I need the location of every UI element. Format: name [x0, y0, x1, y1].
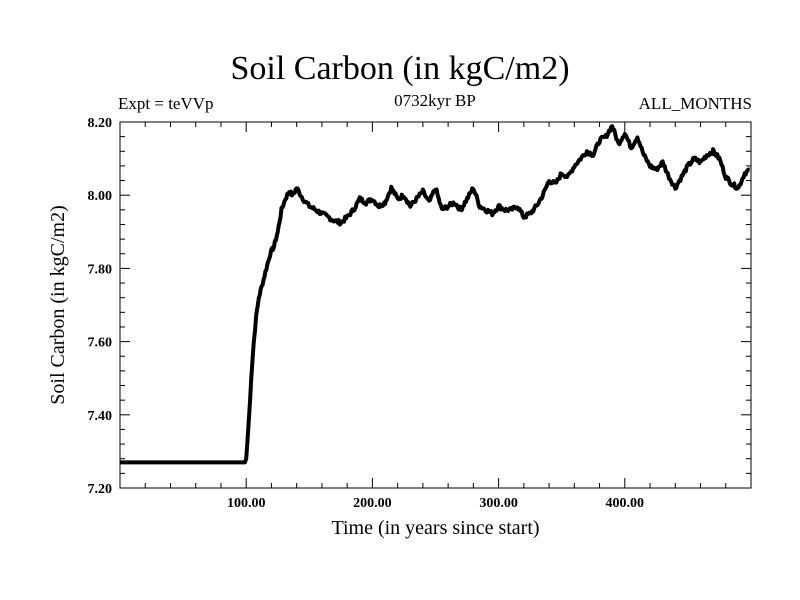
- chart-subtitle: 0732kyr BP: [394, 91, 476, 110]
- months-label: ALL_MONTHS: [638, 94, 752, 113]
- experiment-label: Expt = teVVp: [118, 94, 214, 113]
- y-tick-label: 7.20: [88, 482, 113, 497]
- chart-title: Soil Carbon (in kgC/m2): [230, 50, 570, 87]
- y-tick-label: 7.40: [88, 409, 113, 424]
- y-tick-label: 7.80: [88, 262, 113, 277]
- x-tick-label: 200.00: [353, 496, 392, 511]
- y-tick-label: 8.20: [88, 116, 113, 131]
- x-tick-label: 100.00: [227, 496, 266, 511]
- y-tick-label: 8.00: [88, 189, 113, 204]
- y-axis-title: Soil Carbon (in kgC/m2): [47, 205, 69, 404]
- ticks-layer: 100.00 200.00 300.00 400.00 7.20 7.40 7.60 7.80…: [88, 116, 751, 511]
- x-tick-label: 300.00: [479, 496, 518, 511]
- y-tick-label: 7.60: [88, 336, 113, 351]
- x-axis-title: Time (in years since start): [331, 517, 539, 539]
- series-line-soil-carbon: [119, 124, 751, 465]
- plot-frame: [119, 121, 752, 489]
- x-tick-label: 400.00: [606, 496, 645, 511]
